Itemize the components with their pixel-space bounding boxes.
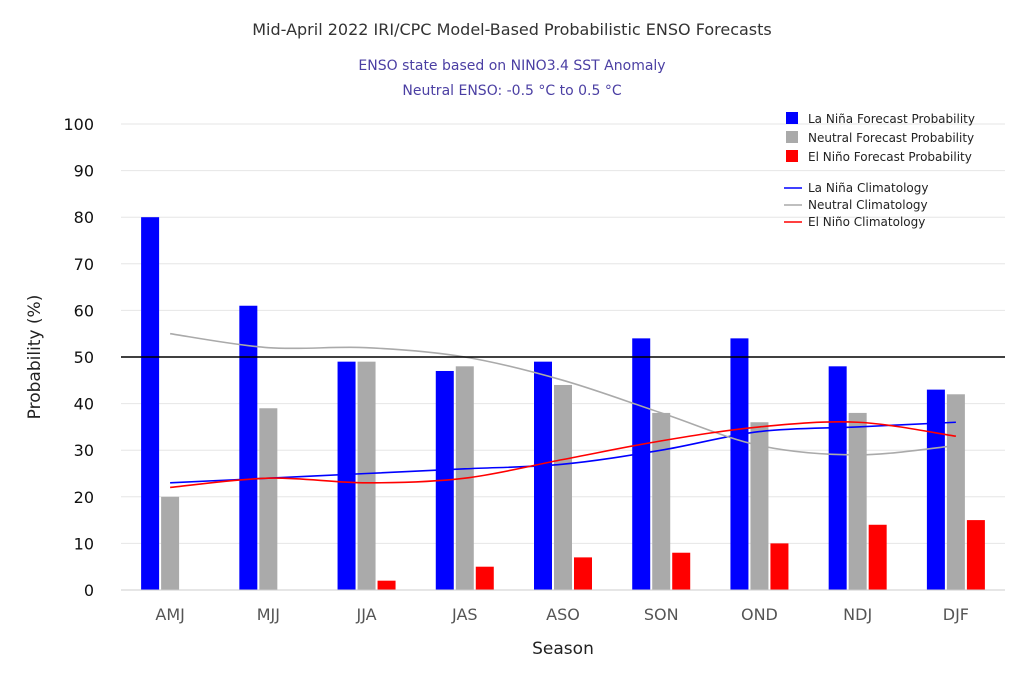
y-tick-label: 70 [74,255,94,274]
la-nina-bar [141,217,160,590]
x-tick-label: MJJ [257,605,280,624]
neutral-bar [848,412,867,590]
legend-label-neutral-forecast: Neutral Forecast Probability [808,131,974,145]
legend-label-neutral-climatology: Neutral Climatology [808,198,928,212]
legend-label-el-nino-climatology: El Niño Climatology [808,215,925,229]
neutral-bar [259,408,278,590]
neutral-bar [161,496,180,590]
x-tick-label: DJF [943,605,969,624]
y-axis-label: Probability (%) [25,295,45,420]
y-tick-label: 0 [84,581,94,600]
la-nina-bar [632,338,651,590]
el-nino-bar [868,524,887,590]
bar-layer [141,217,985,590]
neutral-bar [554,384,572,590]
el-nino-bar [966,520,985,590]
y-tick-label: 80 [74,208,94,227]
el-nino-bar [672,552,691,590]
chart-subtitle-line-2: Neutral ENSO: -0.5 °C to 0.5 °C [402,83,621,99]
neutral-bar [946,394,965,590]
y-tick-label: 90 [74,162,94,181]
la-nina-bar [239,305,258,590]
x-axis-label: Season [532,639,594,659]
y-tick-label: 60 [74,301,94,320]
neutral-bar [750,422,769,590]
neutral-bar [357,361,376,590]
y-tick-label: 30 [74,441,94,460]
el-nino-bar [475,566,494,590]
y-tick-label: 20 [74,488,94,507]
legend-label-la-nina-climatology: La Niña Climatology [808,181,928,195]
la-nina-bar [534,361,552,590]
x-tick-label: SON [644,605,679,624]
la-nina-bar [337,361,356,590]
x-tick-label: JJA [356,605,377,624]
x-tick-label: NDJ [843,605,872,624]
legend-swatch-neutral-forecast [786,131,798,143]
el-nino-bar [574,557,592,590]
el-nino-climatology-line [170,421,957,489]
y-tick-label: 100 [63,115,94,134]
chart-title: Mid-April 2022 IRI/CPC Model-Based Proba… [252,20,771,39]
la-nina-bar [926,389,945,590]
axes: 0 10 20 30 40 50 60 70 80 90 100 AMJ MJJ JJA JAS ASO SON… [63,115,1005,624]
legend-swatch-la-nina-forecast [786,112,798,124]
legend: La Niña Forecast Probability Neutral Fore… [784,112,975,229]
y-tick-label: 50 [74,348,94,367]
el-nino-bar [770,543,789,590]
x-tick-label: JAS [451,605,478,624]
la-nina-bar [730,338,749,590]
la-nina-bar [828,366,847,590]
el-nino-bar [377,580,396,590]
la-nina-climatology-line [170,421,956,484]
neutral-bar [652,412,671,590]
x-tick-label: OND [741,605,778,624]
y-tick-label: 40 [74,395,94,414]
chart-subtitle-line-1: ENSO state based on NINO3.4 SST Anomaly [358,58,665,74]
neutral-climatology-line [169,332,956,456]
legend-swatch-el-nino-forecast [786,150,798,162]
legend-label-el-nino-forecast: El Niño Forecast Probability [808,150,972,164]
x-tick-label: ASO [546,605,580,624]
legend-label-la-nina-forecast: La Niña Forecast Probability [808,112,975,126]
x-tick-label: AMJ [155,605,184,624]
y-tick-label: 10 [74,534,94,553]
climatology-lines [169,332,957,489]
